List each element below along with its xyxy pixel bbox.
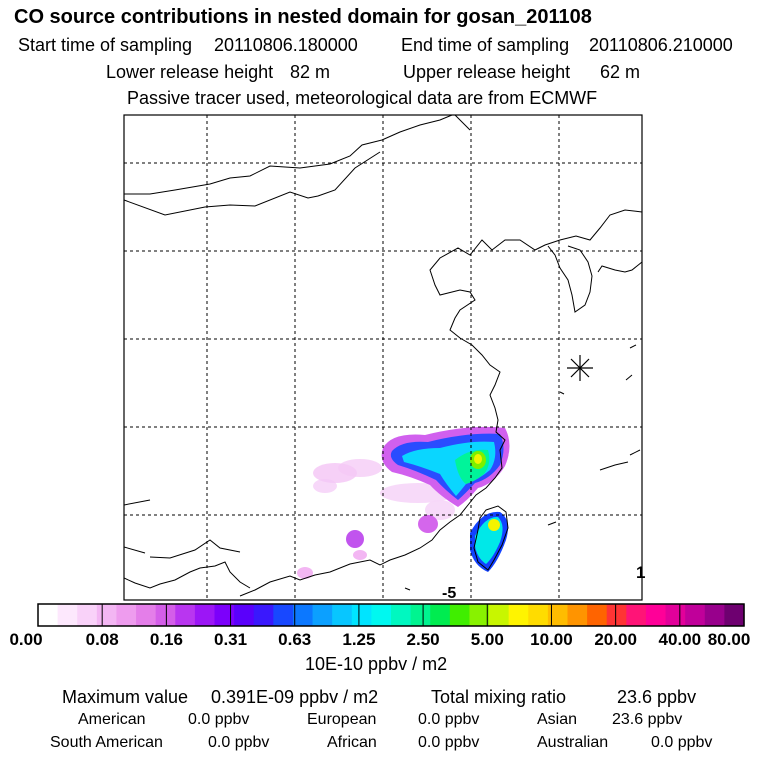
european-label: European [307, 711, 377, 728]
tracer-note: Passive tracer used, meteorological data… [127, 88, 598, 108]
colorbar-tick-label: 80.00 [707, 630, 751, 649]
colorbar-swatch [547, 604, 569, 626]
colorbar-swatch [528, 604, 549, 626]
colorbar-tick-label: 0.31 [213, 630, 248, 649]
colorbar-swatch [665, 604, 686, 626]
colorbar-swatch [292, 604, 314, 626]
colorbar-swatch [273, 604, 294, 626]
asian-label: Asian [537, 711, 578, 728]
graticule [124, 115, 642, 600]
american-value: 0.0 ppbv [188, 711, 250, 728]
colorbar-swatch [508, 604, 529, 626]
coastlines [124, 115, 642, 597]
colorbar-swatch [214, 604, 235, 626]
max-value-label: Maximum value [62, 687, 189, 707]
colorbar-swatch [587, 604, 608, 626]
african-value: 0.0 ppbv [418, 734, 480, 751]
colorbar-swatch [155, 604, 176, 626]
colorbar-swatch [332, 604, 353, 626]
australian-value: 0.0 ppbv [651, 734, 713, 751]
south-american-value: 0.0 ppbv [208, 734, 270, 751]
colorbar-swatch [312, 604, 333, 626]
map-marker-label: -5 [442, 585, 456, 602]
colorbar-tick-label: 0.08 [85, 630, 119, 649]
colorbar-swatch [371, 604, 392, 626]
colorbar-swatch [194, 604, 216, 626]
colorbar-swatch [449, 604, 471, 626]
colorbar-swatch [57, 604, 78, 626]
colorbar-swatch [116, 604, 137, 626]
asian-value: 23.6 ppbv [612, 711, 683, 728]
lower-height-label: Lower release height [106, 62, 274, 82]
colorbar-swatch [96, 604, 118, 626]
colorbar-swatch [234, 604, 255, 626]
start-time-label: Start time of sampling [18, 35, 193, 55]
colorbar-tick-label: 5.00 [470, 630, 504, 649]
concentration-plume [297, 426, 510, 579]
colorbar-tick-label: 10.00 [530, 630, 573, 649]
colorbar-swatch [626, 604, 647, 626]
colorbar-swatch [685, 604, 706, 626]
lower-height-value: 82 m [290, 62, 331, 82]
european-value: 0.0 ppbv [418, 711, 480, 728]
colorbar-swatch [410, 604, 431, 626]
colorbar-frame [37, 603, 745, 627]
colorbar-tick-label: 0.63 [278, 630, 312, 649]
colorbar-swatch [489, 604, 510, 626]
plot-title: CO source contributions in nested domain… [14, 6, 592, 28]
south-american-label: South American [50, 734, 163, 751]
colorbar-tick-label: 1.25 [342, 630, 376, 649]
australian-label: Australian [537, 734, 609, 751]
max-value: 0.391E-09 ppbv / m2 [211, 687, 379, 707]
colorbar-unit: 10E-10 ppbv / m2 [305, 654, 448, 674]
colorbar-swatch [645, 604, 667, 626]
colorbar-swatch [351, 604, 372, 626]
colorbar-swatch [136, 604, 157, 626]
colorbar-tick-label: 40.00 [658, 630, 702, 649]
colorbar-swatch [391, 604, 412, 626]
colorbar-tick-label: 0.16 [149, 630, 183, 649]
colorbar-swatch [567, 604, 588, 626]
map-corner-label: 1 [636, 563, 645, 582]
colorbar-swatch [38, 604, 59, 626]
end-time-value: 20110806.210000 [589, 35, 733, 55]
colorbar-swatch [704, 604, 725, 626]
colorbar-swatch [253, 604, 274, 626]
colorbar-swatch [606, 604, 627, 626]
total-mixing-value: 23.6 ppbv [617, 687, 697, 707]
african-label: African [327, 734, 377, 751]
start-time-value: 20110806.180000 [214, 35, 358, 55]
colorbar-swatch [469, 604, 490, 626]
colorbar-tick-label: 0.00 [9, 630, 43, 649]
colorbar-swatch [77, 604, 98, 626]
colorbar-swatch [430, 604, 451, 626]
colorbar-swatch [724, 604, 745, 626]
upper-height-label: Upper release height [403, 62, 571, 82]
upper-height-value: 62 m [600, 62, 641, 82]
colorbar-swatch [175, 604, 196, 626]
colorbar-tick-label: 2.50 [406, 630, 440, 649]
colorbar-tick-label: 20.00 [594, 630, 637, 649]
american-label: American [78, 711, 146, 728]
end-time-label: End time of sampling [401, 35, 570, 55]
total-mixing-label: Total mixing ratio [431, 687, 567, 707]
colorbar [38, 604, 745, 626]
receptor-star-icon [567, 355, 593, 381]
